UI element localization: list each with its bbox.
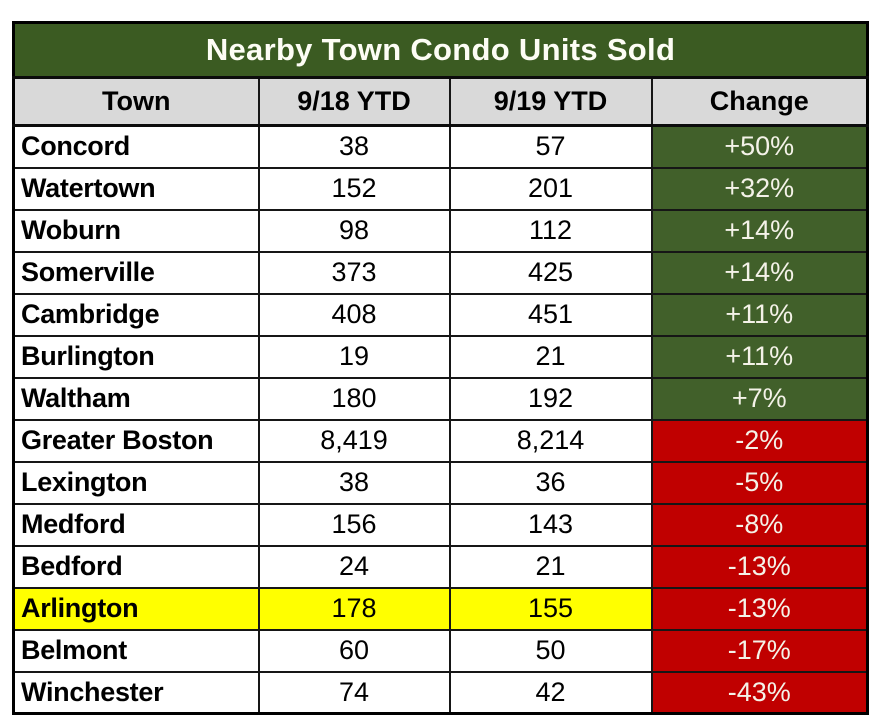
ytd-2019-cell: 8,214 (448, 418, 653, 463)
change-cell: +7% (650, 376, 869, 421)
change-cell: +11% (650, 292, 869, 337)
ytd-2018-cell: 74 (257, 670, 451, 715)
town-cell: Woburn (12, 208, 260, 253)
ytd-2018-cell: 156 (257, 502, 451, 547)
town-cell: Winchester (12, 670, 260, 715)
town-cell: Bedford (12, 544, 260, 589)
table-title-row: Nearby Town Condo Units Sold (12, 21, 869, 79)
ytd-2018-cell: 38 (257, 124, 451, 169)
table-row-waltham: Waltham 180 192 +7% (12, 376, 869, 421)
ytd-2019-cell: 36 (448, 460, 653, 505)
change-cell: +32% (650, 166, 869, 211)
change-cell: +14% (650, 250, 869, 295)
ytd-2019-cell: 155 (448, 586, 653, 631)
column-header-ytd-2018: 9/18 YTD (257, 76, 451, 127)
change-cell: -17% (650, 628, 869, 673)
ytd-2019-cell: 451 (448, 292, 653, 337)
change-cell: +50% (650, 124, 869, 169)
ytd-2019-cell: 201 (448, 166, 653, 211)
change-cell: +14% (650, 208, 869, 253)
ytd-2018-cell: 152 (257, 166, 451, 211)
ytd-2018-cell: 408 (257, 292, 451, 337)
change-cell: -13% (650, 544, 869, 589)
ytd-2019-cell: 143 (448, 502, 653, 547)
ytd-2018-cell: 180 (257, 376, 451, 421)
change-cell: -8% (650, 502, 869, 547)
town-cell: Greater Boston (12, 418, 260, 463)
table-row-somerville: Somerville 373 425 +14% (12, 250, 869, 295)
town-cell: Arlington (12, 586, 260, 631)
table-row-arlington-highlighted: Arlington 178 155 -13% (12, 586, 869, 631)
ytd-2018-cell: 24 (257, 544, 451, 589)
ytd-2018-cell: 8,419 (257, 418, 451, 463)
condo-sales-table-container: Nearby Town Condo Units Sold Town 9/18 Y… (12, 21, 869, 715)
ytd-2019-cell: 425 (448, 250, 653, 295)
table-row-belmont: Belmont 60 50 -17% (12, 628, 869, 673)
table-header-row: Town 9/18 YTD 9/19 YTD Change (12, 76, 869, 127)
table-row-lexington: Lexington 38 36 -5% (12, 460, 869, 505)
change-cell: -5% (650, 460, 869, 505)
ytd-2019-cell: 21 (448, 544, 653, 589)
table-row-watertown: Watertown 152 201 +32% (12, 166, 869, 211)
table-row-concord: Concord 38 57 +50% (12, 124, 869, 169)
table-row-winchester: Winchester 74 42 -43% (12, 670, 869, 715)
ytd-2018-cell: 373 (257, 250, 451, 295)
ytd-2019-cell: 57 (448, 124, 653, 169)
ytd-2018-cell: 19 (257, 334, 451, 379)
change-cell: -13% (650, 586, 869, 631)
town-cell: Lexington (12, 460, 260, 505)
change-cell: +11% (650, 334, 869, 379)
table-row-woburn: Woburn 98 112 +14% (12, 208, 869, 253)
ytd-2019-cell: 21 (448, 334, 653, 379)
town-cell: Medford (12, 502, 260, 547)
ytd-2019-cell: 192 (448, 376, 653, 421)
town-cell: Somerville (12, 250, 260, 295)
table-row-medford: Medford 156 143 -8% (12, 502, 869, 547)
town-cell: Watertown (12, 166, 260, 211)
column-header-town: Town (12, 76, 260, 127)
ytd-2019-cell: 112 (448, 208, 653, 253)
ytd-2019-cell: 50 (448, 628, 653, 673)
ytd-2018-cell: 38 (257, 460, 451, 505)
table-row-cambridge: Cambridge 408 451 +11% (12, 292, 869, 337)
ytd-2018-cell: 178 (257, 586, 451, 631)
change-cell: -43% (650, 670, 869, 715)
town-cell: Cambridge (12, 292, 260, 337)
column-header-ytd-2019: 9/19 YTD (448, 76, 653, 127)
ytd-2019-cell: 42 (448, 670, 653, 715)
table-row-burlington: Burlington 19 21 +11% (12, 334, 869, 379)
table-row-greater-boston: Greater Boston 8,419 8,214 -2% (12, 418, 869, 463)
town-cell: Concord (12, 124, 260, 169)
condo-sales-table: Nearby Town Condo Units Sold Town 9/18 Y… (12, 21, 869, 715)
change-cell: -2% (650, 418, 869, 463)
ytd-2018-cell: 60 (257, 628, 451, 673)
town-cell: Burlington (12, 334, 260, 379)
town-cell: Waltham (12, 376, 260, 421)
column-header-change: Change (650, 76, 869, 127)
town-cell: Belmont (12, 628, 260, 673)
ytd-2018-cell: 98 (257, 208, 451, 253)
table-row-bedford: Bedford 24 21 -13% (12, 544, 869, 589)
table-title: Nearby Town Condo Units Sold (12, 21, 869, 79)
